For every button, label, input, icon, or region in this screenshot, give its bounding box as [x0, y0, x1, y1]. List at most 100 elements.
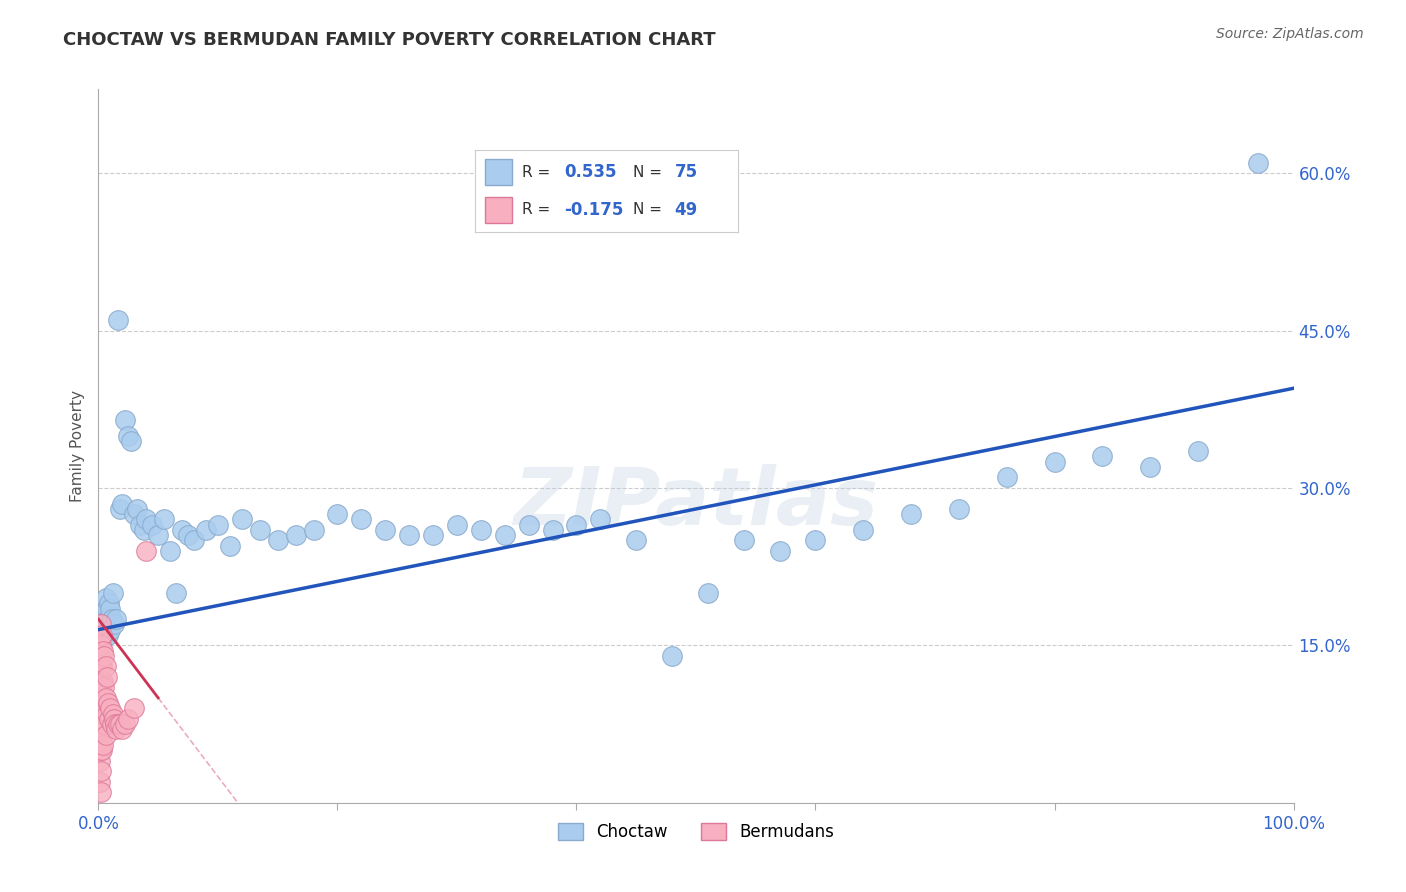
Point: [172, 523, 194, 537]
Point: [103, 712, 125, 726]
Point: [124, 701, 146, 715]
Point: [93, 717, 115, 731]
Point: [120, 434, 142, 448]
Point: [249, 523, 271, 537]
Point: [91, 612, 114, 626]
Point: [141, 517, 163, 532]
Point: [1043, 455, 1066, 469]
Point: [97, 628, 120, 642]
Point: [90, 723, 112, 737]
Point: [326, 507, 349, 521]
Point: [91, 643, 114, 657]
Point: [494, 528, 516, 542]
Point: [626, 533, 648, 548]
Point: [422, 528, 444, 542]
Point: [995, 470, 1018, 484]
Point: [132, 523, 155, 537]
Text: CHOCTAW VS BERMUDAN FAMILY POVERTY CORRELATION CHART: CHOCTAW VS BERMUDAN FAMILY POVERTY CORRE…: [63, 31, 716, 49]
Point: [94, 617, 117, 632]
Point: [98, 617, 121, 632]
Point: [165, 586, 187, 600]
Point: [900, 507, 922, 521]
Point: [117, 712, 139, 726]
Point: [183, 533, 205, 548]
Point: [91, 607, 114, 621]
Point: [135, 544, 157, 558]
Point: [94, 728, 117, 742]
Point: [91, 623, 114, 637]
Point: [101, 706, 124, 721]
Point: [90, 617, 112, 632]
Point: [96, 623, 118, 637]
Point: [97, 612, 120, 626]
Point: [111, 497, 134, 511]
Point: [1187, 444, 1209, 458]
Point: [231, 512, 253, 526]
Point: [94, 659, 117, 673]
Point: [91, 617, 114, 632]
Point: [267, 533, 290, 548]
Point: [565, 517, 588, 532]
Point: [108, 502, 131, 516]
Point: [284, 528, 307, 542]
Point: [89, 648, 111, 663]
Point: [89, 774, 111, 789]
Point: [91, 712, 114, 726]
Point: [91, 659, 114, 673]
Point: [350, 512, 373, 526]
Point: [90, 743, 112, 757]
Point: [101, 586, 124, 600]
Point: [124, 507, 146, 521]
Point: [90, 764, 112, 779]
Point: [93, 628, 115, 642]
Point: [470, 523, 492, 537]
Point: [1247, 155, 1270, 169]
Point: [153, 512, 176, 526]
Point: [111, 723, 134, 737]
Point: [96, 670, 118, 684]
Point: [1091, 450, 1114, 464]
Point: [114, 717, 136, 731]
Point: [93, 681, 115, 695]
Point: [105, 612, 128, 626]
Point: [105, 723, 128, 737]
Point: [100, 717, 122, 731]
Point: [129, 517, 152, 532]
Point: [91, 628, 114, 642]
Point: [114, 413, 136, 427]
Point: [148, 528, 170, 542]
Point: [733, 533, 755, 548]
Point: [195, 523, 218, 537]
Point: [96, 601, 118, 615]
Point: [98, 623, 122, 637]
Point: [90, 701, 112, 715]
Point: [89, 754, 111, 768]
Point: [107, 313, 129, 327]
Point: [90, 681, 112, 695]
Point: [91, 738, 114, 752]
Y-axis label: Family Poverty: Family Poverty: [69, 390, 84, 502]
Point: [207, 517, 229, 532]
Text: ZIPatlas: ZIPatlas: [513, 464, 879, 542]
Point: [125, 502, 148, 516]
Point: [93, 648, 115, 663]
Point: [98, 601, 122, 615]
Point: [374, 523, 396, 537]
Point: [89, 690, 111, 705]
Point: [541, 523, 564, 537]
Point: [219, 539, 242, 553]
Point: [589, 512, 612, 526]
Point: [1139, 460, 1161, 475]
Point: [91, 675, 114, 690]
Point: [768, 544, 790, 558]
Point: [302, 523, 325, 537]
Point: [398, 528, 420, 542]
Point: [90, 612, 112, 626]
Point: [177, 528, 200, 542]
Point: [89, 628, 111, 642]
Point: [97, 696, 120, 710]
Point: [89, 670, 111, 684]
Point: [91, 685, 114, 699]
Point: [91, 706, 114, 721]
Point: [94, 690, 117, 705]
